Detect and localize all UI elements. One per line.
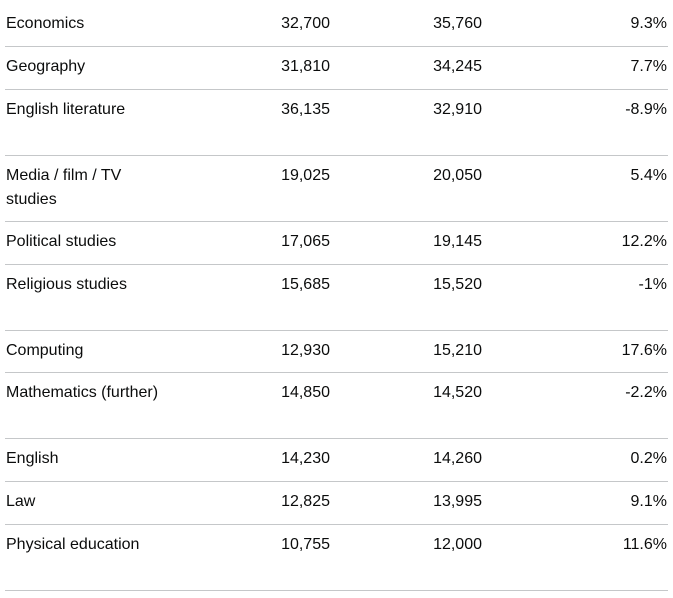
value-cell: 19,025	[281, 167, 330, 184]
value-cell: 12,825	[281, 493, 330, 510]
table-row: English 14,230 14,260 0.2%	[5, 439, 668, 482]
change-cell: 5.4%	[630, 167, 667, 184]
value-cell: 19,145	[433, 233, 482, 250]
subject-cell: Religious studies	[6, 276, 127, 293]
table-row: Physical education 10,755 12,000 11.6%	[5, 525, 668, 591]
table-row: Economics 32,700 35,760 9.3%	[5, 0, 668, 47]
change-cell: -8.9%	[625, 101, 667, 118]
subject-cell: Mathematics (further)	[6, 384, 159, 401]
change-cell: 0.2%	[630, 450, 667, 467]
table-row: Law 12,825 13,995 9.1%	[5, 482, 668, 525]
subject-cell: English literature	[6, 101, 126, 118]
table-row: Political studies 17,065 19,145 12.2%	[5, 222, 668, 265]
subject-cell: Computing	[6, 342, 84, 359]
change-cell: 7.7%	[630, 58, 667, 75]
table-row: Media / film / TV studies 19,025 20,050 …	[5, 156, 668, 222]
value-cell: 13,995	[433, 493, 482, 510]
subject-cell: Geography	[6, 58, 86, 75]
value-cell: 34,245	[433, 58, 482, 75]
subject-cell: Law	[6, 493, 36, 510]
change-cell: 11.6%	[622, 536, 667, 553]
value-cell: 35,760	[433, 15, 482, 32]
value-cell: 14,520	[433, 384, 482, 401]
value-cell: 14,850	[281, 384, 330, 401]
subject-cell: Economics	[6, 15, 85, 32]
table-row: Religious studies 15,685 15,520 -1%	[5, 265, 668, 331]
value-cell: 32,910	[433, 101, 482, 118]
change-cell: 12.2%	[621, 233, 667, 250]
value-cell: 36,135	[281, 101, 330, 118]
table-row: English literature 36,135 32,910 -8.9%	[5, 90, 668, 156]
value-cell: 14,260	[433, 450, 482, 467]
value-cell: 15,685	[281, 276, 330, 293]
change-cell: -2.2%	[625, 384, 667, 401]
value-cell: 31,810	[281, 58, 330, 75]
value-cell: 14,230	[281, 450, 330, 467]
change-cell: 9.3%	[630, 15, 667, 32]
value-cell: 12,930	[281, 342, 330, 359]
table-row: Mathematics (further) 14,850 14,520 -2.2…	[5, 373, 668, 439]
subject-cell: Media / film / TV studies	[6, 167, 122, 208]
change-cell: -1%	[638, 276, 667, 293]
table-row: Geography 31,810 34,245 7.7%	[5, 47, 668, 90]
value-cell: 15,520	[433, 276, 482, 293]
subject-cell: Physical education	[6, 536, 140, 553]
value-cell: 17,065	[281, 233, 330, 250]
value-cell: 15,210	[433, 342, 482, 359]
change-cell: 17.6%	[621, 342, 667, 359]
value-cell: 10,755	[281, 536, 330, 553]
subject-cell: English	[6, 450, 59, 467]
table-row: Computing 12,930 15,210 17.6%	[5, 331, 668, 373]
value-cell: 12,000	[433, 536, 482, 553]
subject-cell: Political studies	[6, 233, 117, 250]
change-cell: 9.1%	[630, 493, 667, 510]
value-cell: 32,700	[281, 15, 330, 32]
value-cell: 20,050	[433, 167, 482, 184]
